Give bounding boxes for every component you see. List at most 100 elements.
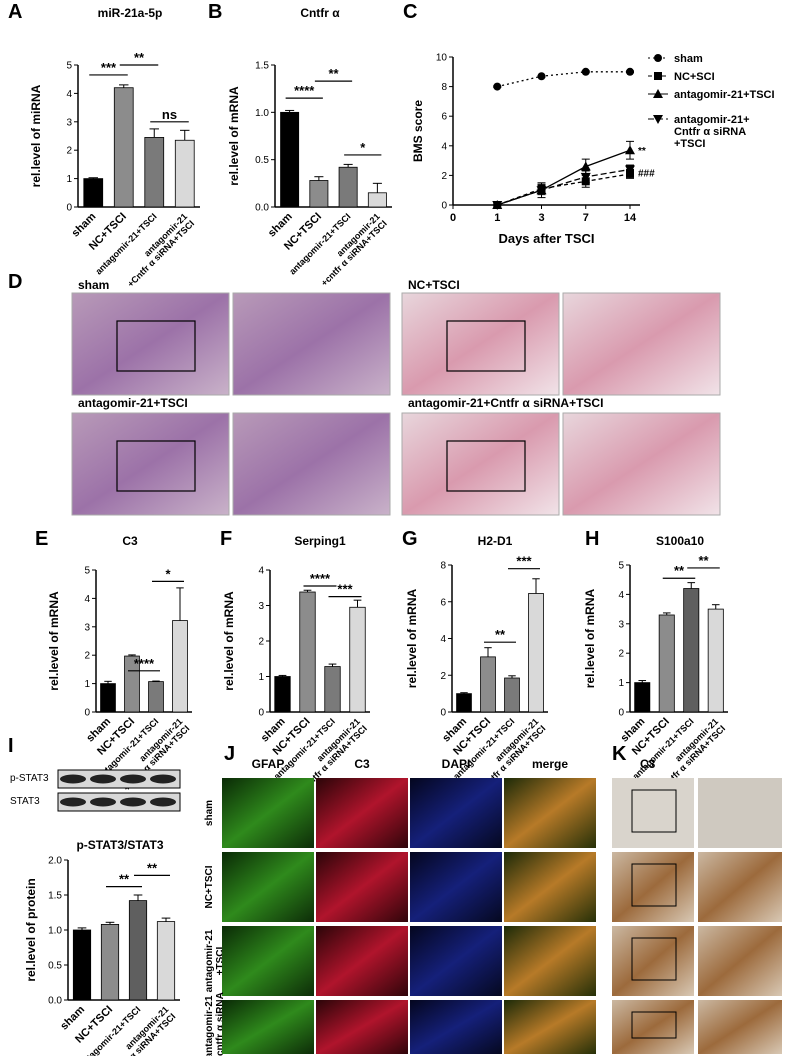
y-tick-label: 8 (440, 561, 446, 572)
y-tick-label: 0 (84, 708, 90, 719)
inset-box (446, 440, 526, 492)
row-label: antagomir-21+TSCI (204, 929, 226, 992)
y-tick-label: 2 (618, 649, 624, 660)
y-tick-label: 1.0 (255, 108, 269, 119)
micrograph-zoom (232, 412, 391, 516)
bar (124, 655, 140, 713)
panel-letter: E (35, 528, 48, 550)
y-tick-label: 5 (66, 61, 72, 72)
y-tick-label: 0.0 (48, 996, 62, 1007)
fluorescence-image (222, 778, 314, 848)
image-title: C3 (640, 757, 656, 771)
fluorescence-image (504, 778, 596, 848)
panel-letter: J (224, 743, 235, 765)
y-tick-label: 0 (441, 201, 447, 212)
significance-label: * (165, 566, 171, 581)
column-label: DAPI (442, 757, 471, 771)
y-tick-label: 2 (258, 637, 264, 648)
image-label: NC+TSCI (408, 278, 460, 292)
significance-label: *** (337, 582, 353, 597)
panel-letter: H (585, 528, 599, 550)
point (536, 186, 547, 196)
bar (683, 588, 700, 713)
blot-band (150, 797, 176, 807)
significance-label: ns (162, 107, 177, 122)
blot-band (60, 774, 86, 784)
panel-letter: G (402, 528, 418, 550)
significance-label: *** (101, 60, 117, 75)
y-axis-label: rel.level of mRNA (227, 86, 241, 186)
micrograph-zoom (562, 292, 721, 396)
ihc-zoom (698, 852, 782, 922)
chart-title: Serping1 (294, 534, 346, 548)
y-axis-label: BMS score (411, 100, 425, 162)
significance-label: ** (328, 66, 339, 81)
y-axis-label: rel.level of miRNA (29, 84, 43, 187)
bar (100, 924, 120, 1001)
blot-label: STAT3 (10, 796, 40, 807)
panel-letter: K (612, 743, 627, 765)
fluorescence-image (410, 926, 502, 996)
bar (324, 666, 341, 713)
x-tick-label: 3 (538, 212, 544, 224)
bar (172, 620, 188, 713)
fluorescence-image (316, 1000, 408, 1054)
x-tick-label: 14 (624, 212, 637, 224)
fluorescence-image (222, 852, 314, 922)
chart-title: Cntfr α (300, 6, 340, 20)
ihc-image (612, 926, 694, 996)
chart-title: p-STAT3/STAT3 (76, 838, 163, 852)
legend-label: sham (674, 53, 703, 65)
y-tick-label: 6 (441, 112, 447, 123)
point (580, 161, 591, 171)
blot-strip (57, 792, 181, 812)
significance-label: *** (516, 554, 532, 569)
y-tick-label: 6 (440, 597, 446, 608)
bar (100, 683, 116, 713)
micrograph (401, 292, 560, 396)
ihc-zoom (698, 778, 782, 848)
x-tick-label: 7 (583, 212, 589, 224)
y-tick-label: 3 (66, 117, 72, 128)
point (580, 172, 591, 182)
bar (504, 677, 520, 713)
bar (634, 682, 651, 713)
significance-label: ** (147, 860, 158, 875)
y-tick-label: 0 (618, 708, 624, 719)
fluorescence-image (410, 778, 502, 848)
series-line (497, 168, 631, 206)
blot-band (150, 774, 176, 784)
significance-label: ** (119, 872, 130, 887)
blot-label: p-STAT3 (10, 773, 49, 784)
micrograph-zoom (232, 292, 391, 396)
y-axis-label: rel.level of protein (24, 878, 38, 981)
chart-title: S100a10 (656, 534, 704, 548)
bar (349, 606, 366, 713)
fluorescence-image (410, 1000, 502, 1054)
image-label: sham (78, 278, 109, 292)
y-tick-label: 1 (258, 672, 264, 683)
x-tick-label: 0 (450, 212, 456, 224)
column-label: C3 (354, 757, 370, 771)
legend-label: antagomir-21+ Cntfr α siRNA +TSCI (674, 114, 750, 150)
y-tick-label: 2 (66, 146, 72, 157)
series-line (497, 173, 631, 206)
bar (128, 900, 148, 1001)
panel-letter: C (403, 1, 417, 23)
y-tick-label: 1.5 (255, 61, 269, 72)
micrograph-zoom (562, 412, 721, 516)
y-tick-label: 5 (618, 561, 624, 572)
blot-band (90, 797, 116, 807)
x-axis-label: Days after TSCI (498, 231, 594, 246)
fluorescence-image (222, 926, 314, 996)
y-axis-label: rel.level of mRNA (222, 591, 236, 691)
significance-label: ** (495, 627, 506, 642)
blot-band (120, 774, 146, 784)
significance-label: ** (134, 50, 145, 65)
y-tick-label: 0.5 (48, 961, 62, 972)
y-tick-label: 2.0 (48, 856, 62, 867)
row-label: sham (204, 800, 215, 826)
y-tick-label: 4 (66, 89, 72, 100)
blot-band (60, 797, 86, 807)
y-tick-label: 2 (84, 651, 90, 662)
